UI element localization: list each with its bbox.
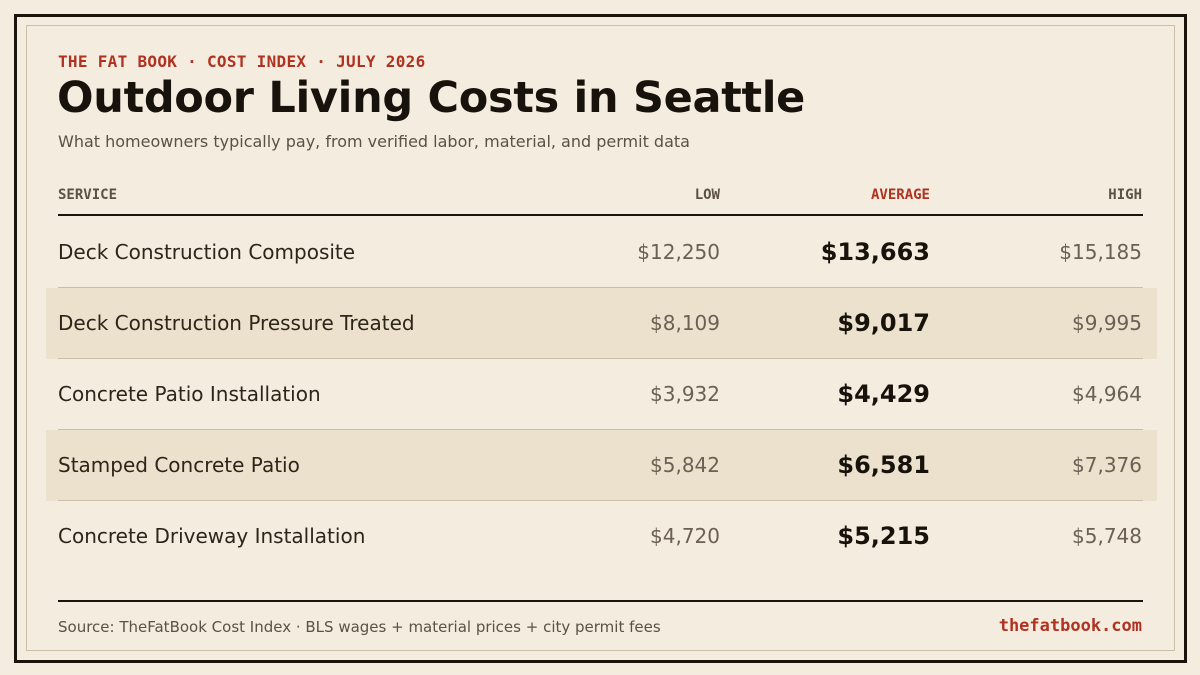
column-header-average: AVERAGE	[870, 187, 930, 203]
table-row: Concrete Patio Installation $3,932 $4,42…	[46, 359, 1157, 430]
column-header-high: HIGH	[1108, 187, 1142, 203]
footer-divider	[58, 600, 1143, 602]
service-name: Deck Construction Pressure Treated	[58, 311, 415, 335]
source-note: Source: TheFatBook Cost Index · BLS wage…	[58, 618, 661, 636]
service-name: Deck Construction Composite	[58, 240, 356, 264]
average-price: $4,429	[837, 380, 930, 408]
average-price: $5,215	[837, 522, 930, 550]
service-name: Stamped Concrete Patio	[58, 453, 300, 477]
high-price: $9,995	[1072, 311, 1142, 335]
low-price: $5,842	[650, 453, 720, 477]
column-header-service: SERVICE	[58, 187, 118, 203]
table-row: Deck Construction Composite $12,250 $13,…	[46, 217, 1157, 288]
inner-frame	[26, 25, 1175, 651]
eyebrow-label: THE FAT BOOK · COST INDEX · JULY 2026	[58, 52, 426, 71]
low-price: $12,250	[637, 240, 720, 264]
column-header-low: LOW	[694, 187, 720, 203]
page-title: Outdoor Living Costs in Seattle	[57, 73, 806, 123]
site-link[interactable]: thefatbook.com	[998, 616, 1142, 636]
low-price: $8,109	[650, 311, 720, 335]
page-subtitle: What homeowners typically pay, from veri…	[58, 132, 690, 151]
average-price: $9,017	[837, 309, 930, 337]
outer-frame	[14, 14, 1187, 663]
table-row: Stamped Concrete Patio $5,842 $6,581 $7,…	[46, 430, 1157, 501]
row-divider	[58, 358, 1143, 359]
high-price: $4,964	[1072, 382, 1142, 406]
row-divider	[58, 500, 1143, 501]
average-price: $6,581	[837, 451, 930, 479]
low-price: $4,720	[650, 524, 720, 548]
low-price: $3,932	[650, 382, 720, 406]
average-price: $13,663	[820, 238, 930, 266]
table-row: Concrete Driveway Installation $4,720 $5…	[46, 501, 1157, 572]
header-divider	[58, 214, 1143, 216]
table-row: Deck Construction Pressure Treated $8,10…	[46, 288, 1157, 359]
service-name: Concrete Driveway Installation	[58, 524, 366, 548]
high-price: $5,748	[1072, 524, 1142, 548]
service-name: Concrete Patio Installation	[58, 382, 321, 406]
row-divider	[58, 287, 1143, 288]
high-price: $7,376	[1072, 453, 1142, 477]
row-divider	[58, 429, 1143, 430]
high-price: $15,185	[1059, 240, 1142, 264]
